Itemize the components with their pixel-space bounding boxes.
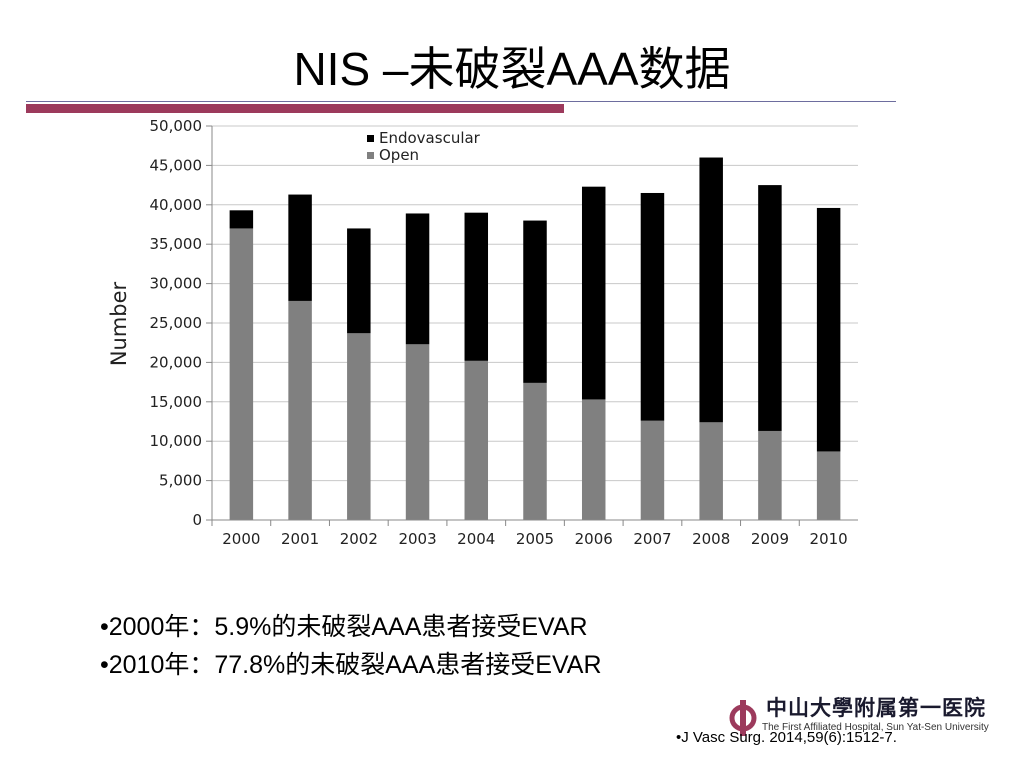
bar-endovascular-2001 [288, 194, 312, 301]
bar-endovascular-2003 [405, 213, 430, 345]
y-tick-label-5: 25,000 [150, 314, 203, 332]
axes [211, 126, 858, 526]
bar-open-2005 [523, 382, 547, 520]
title-rule-thin [26, 101, 896, 102]
stacked-bar-chart: 0 5,000 10,000 15,000 20,000 25,000 30,000 35,0… [90, 112, 880, 557]
y-tick-label-7: 35,000 [150, 235, 203, 253]
bar-endovascular-2005 [523, 220, 547, 383]
y-tick-label-8: 40,000 [150, 196, 203, 214]
y-tick-label-9: 45,000 [150, 156, 203, 174]
bar-endovascular-2007 [640, 192, 665, 421]
bar-open-2009 [758, 430, 782, 520]
legend-label-endovascular: Endovascular [379, 129, 481, 147]
slide-title: NIS –未破裂AAA数据 [293, 43, 731, 95]
y-tick-label-1: 5,000 [159, 472, 202, 490]
bar-endovascular-2009 [758, 185, 782, 431]
x-tick-label-2002: 2002 [340, 530, 378, 548]
hospital-name-cn: 中山大學附属第一医院 [766, 695, 986, 720]
bar-endovascular-2004 [464, 212, 489, 361]
bar-endovascular-2002 [347, 228, 371, 334]
x-tick-label-2010: 2010 [810, 530, 848, 548]
y-tick-label-3: 15,000 [150, 393, 203, 411]
bullet-2010: •2010年：77.8%的未破裂AAA患者接受EVAR [100, 651, 602, 679]
x-tick-label-2001: 2001 [281, 530, 319, 548]
bars [229, 157, 841, 520]
bullet-2000: •2000年：5.9%的未破裂AAA患者接受EVAR [100, 613, 588, 641]
bar-open-2008 [699, 422, 723, 520]
hospital-emblem-icon [729, 700, 757, 736]
bar-endovascular-2008 [699, 157, 723, 423]
bar-endovascular-2006 [581, 186, 606, 400]
chart-canvas: 0 5,000 10,000 15,000 20,000 25,000 30,000 35,0… [107, 117, 858, 548]
bar-open-2006 [581, 399, 606, 520]
y-tick-labels: 0 5,000 10,000 15,000 20,000 25,000 30,000 35,0… [150, 117, 203, 529]
x-tick-label-2004: 2004 [457, 530, 495, 548]
x-tick-label-2007: 2007 [633, 530, 671, 548]
y-tick-label-10: 50,000 [150, 117, 203, 135]
y-axis-label: Number [107, 281, 131, 366]
bar-open-2010 [816, 451, 841, 520]
bar-open-2001 [288, 300, 312, 520]
y-tick-label-2: 10,000 [150, 432, 203, 450]
x-tick-label-2008: 2008 [692, 530, 730, 548]
bar-endovascular-2010 [816, 207, 841, 452]
bar-open-2004 [464, 360, 489, 520]
x-tick-label-2000: 2000 [222, 530, 260, 548]
y-tick-label-6: 30,000 [150, 275, 203, 293]
bullet-list: •2000年：5.9%的未破裂AAA患者接受EVAR •2010年：77.8%的… [100, 608, 602, 684]
x-tick-label-2005: 2005 [516, 530, 554, 548]
x-tick-label-2003: 2003 [398, 530, 436, 548]
x-tick-label-2009: 2009 [751, 530, 789, 548]
legend-swatch-endovascular [367, 135, 374, 142]
bar-open-2003 [405, 344, 430, 520]
x-tick-labels: 2000 2001 2002 2003 2004 2005 2006 2007 2008 2009… [222, 530, 847, 548]
x-tick-label-2006: 2006 [575, 530, 613, 548]
bar-open-2002 [347, 333, 371, 520]
title-rule-accent [26, 104, 564, 113]
hospital-name-en: The First Affiliated Hospital, Sun Yat-S… [762, 722, 989, 733]
citation: •J Vasc Surg. 2014,59(6):1512-7. [676, 729, 897, 746]
bar-endovascular-2000 [229, 210, 254, 229]
bar-open-2000 [229, 228, 254, 520]
legend-swatch-open [367, 152, 374, 159]
legend-label-open: Open [379, 146, 419, 164]
hospital-logo: 中山大學附属第一医院 The First Affiliated Hospital… [726, 692, 996, 742]
y-tick-label-0: 0 [192, 511, 202, 529]
bar-open-2007 [640, 420, 665, 520]
y-tick-label-4: 20,000 [150, 353, 203, 371]
